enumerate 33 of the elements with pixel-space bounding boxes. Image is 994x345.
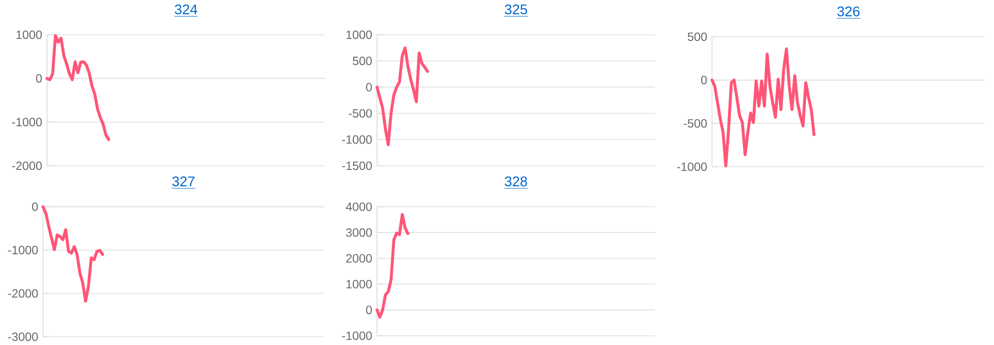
chart-title: 324: [174, 4, 198, 14]
line-series: [376, 212, 410, 318]
y-tick-label: -2000: [8, 288, 38, 298]
line-series: [376, 46, 430, 146]
y-tick-label: 1000: [16, 30, 42, 39]
y-tick-label: 500: [352, 56, 372, 65]
y-tick-label: -1000: [12, 118, 42, 126]
y-tick-label: 0: [366, 305, 372, 314]
y-tick-label: -1000: [342, 331, 372, 340]
chart-title: 326: [837, 6, 860, 16]
y-tick-label: 1000: [346, 30, 372, 39]
y-tick-label: 4000: [346, 202, 372, 211]
chart-title: 328: [504, 176, 528, 186]
y-tick-label: -2000: [12, 161, 42, 170]
chart-title: 327: [172, 176, 194, 186]
y-tick-label: -1000: [342, 135, 372, 144]
line-series: [46, 34, 110, 141]
y-tick-label: -1000: [8, 246, 38, 254]
y-tick-label: 2000: [346, 254, 372, 262]
y-tick-label: -1500: [342, 161, 372, 170]
chart-title: 325: [504, 4, 528, 14]
y-tick-label: -500: [348, 108, 372, 118]
y-tick-label: 0: [32, 202, 38, 211]
y-tick-label: 0: [366, 82, 372, 92]
y-tick-label: 0: [36, 74, 42, 82]
y-tick-label: 3000: [346, 228, 372, 237]
y-tick-label: 500: [688, 32, 707, 41]
y-tick-label: 1000: [346, 280, 372, 288]
line-series: [710, 47, 816, 168]
y-tick-label: 0: [701, 76, 707, 84]
y-tick-label: -1000: [677, 162, 707, 171]
y-tick-label: -3000: [8, 332, 38, 341]
y-tick-label: -500: [684, 118, 707, 128]
